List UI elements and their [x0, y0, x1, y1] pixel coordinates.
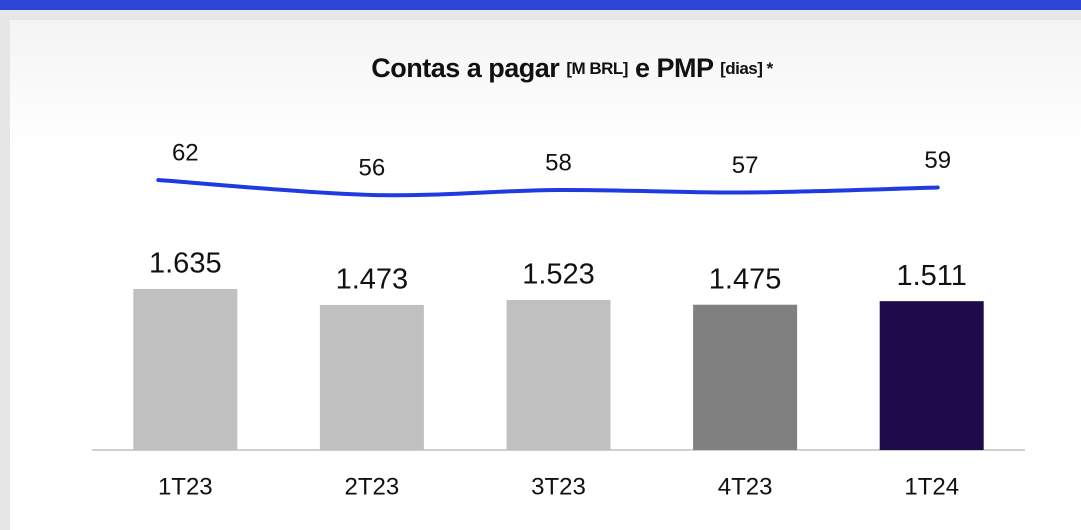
- bar-value-label: 1.523: [522, 259, 595, 291]
- bar-value-label: 1.473: [336, 264, 409, 296]
- bar: [506, 299, 611, 450]
- line-value-label: 62: [172, 139, 199, 166]
- line-value-label: 57: [732, 152, 759, 179]
- line-value-label: 56: [359, 154, 386, 181]
- bar-value-label: 1.475: [709, 263, 782, 295]
- title-part: [dias] *: [720, 59, 774, 78]
- title-part: e PMP: [635, 53, 714, 83]
- bar-value-label: 1.635: [149, 248, 222, 280]
- bar: [879, 301, 984, 450]
- x-tick-label: 1T23: [158, 473, 213, 500]
- x-tick-label: 4T23: [718, 473, 773, 500]
- line-value-label: 59: [924, 147, 951, 174]
- title-part: Contas a pagar: [371, 53, 560, 83]
- title-part: [M BRL]: [566, 59, 628, 78]
- bar: [133, 288, 238, 450]
- x-tick-label: 1T24: [904, 473, 959, 500]
- line: [156, 178, 940, 198]
- bar: [319, 304, 424, 450]
- x-tick-label: 3T23: [531, 473, 586, 500]
- line-value-label: 58: [545, 149, 572, 176]
- bar-value-label: 1.511: [896, 260, 966, 292]
- top-stripe: [0, 0, 1081, 10]
- chart-title: Contas a pagar [M BRL] e PMP [dias] *: [371, 53, 773, 83]
- bar: [693, 304, 798, 450]
- x-tick-label: 2T23: [345, 473, 400, 500]
